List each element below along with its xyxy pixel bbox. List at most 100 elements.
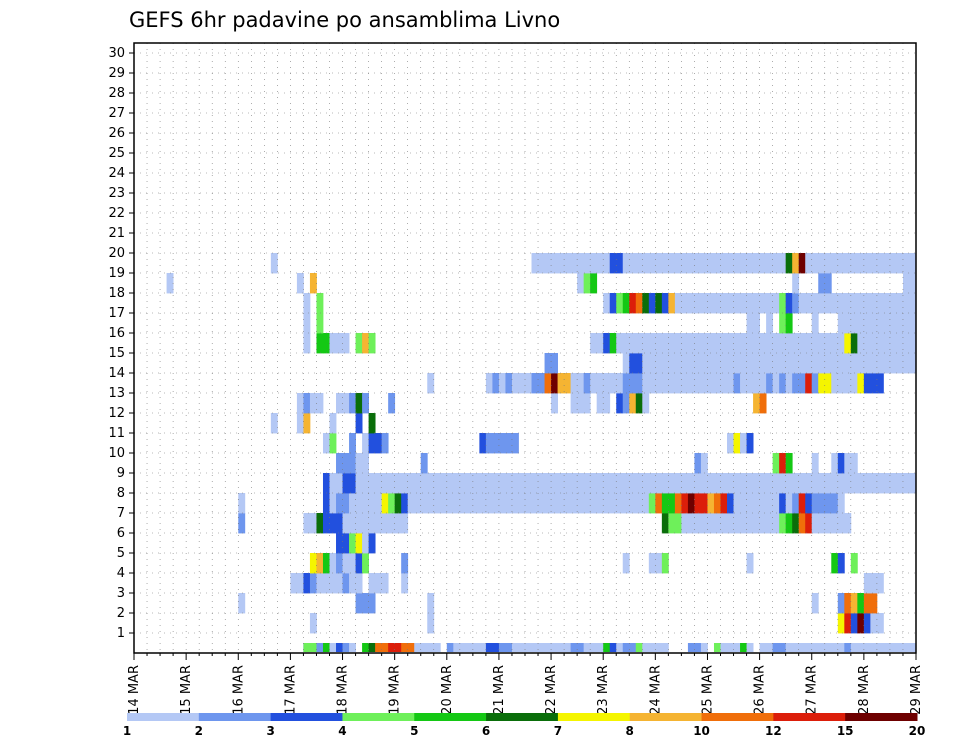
heatmap-cells	[166, 253, 917, 652]
heatmap-cell-m15-c110	[850, 333, 858, 354]
heatmap-cell-m11-c25	[296, 413, 304, 434]
heatmap-cell-m19-c70	[590, 253, 598, 274]
heatmap-cell-m2-c36	[368, 593, 376, 614]
heatmap-cell-m13-c64	[551, 373, 558, 394]
heatmap-cell-m17-c90	[720, 293, 728, 314]
heatmap-cell-m13-c56	[498, 373, 506, 394]
heatmap-cell-m8-c74	[616, 473, 624, 494]
heatmap-cell-m13-c75	[622, 373, 630, 394]
heatmap-cell-m13-c87	[700, 373, 708, 394]
heatmap-cell-m0-c76	[629, 643, 637, 652]
heatmap-cell-m13-c90	[720, 373, 728, 394]
heatmap-cell-m8-c70	[590, 473, 598, 494]
heatmap-cell-m8-c102	[798, 473, 806, 494]
heatmap-cell-m7-c36	[368, 493, 376, 514]
heatmap-cell-m10-c53	[479, 433, 487, 454]
heatmap-cell-m0-c85	[687, 643, 695, 652]
heatmap-cell-m17-c75	[622, 293, 630, 314]
colorbar-swatch	[486, 713, 559, 721]
heatmap-cell-m14-c116	[889, 353, 897, 374]
y-tick-label: 6	[117, 526, 125, 541]
heatmap-cell-m7-c79	[648, 493, 656, 514]
heatmap-cell-m0-c53	[479, 643, 487, 652]
heatmap-cell-m5-c35	[362, 533, 369, 554]
heatmap-cell-m13-c96	[759, 373, 767, 394]
heatmap-cell-m15-c106	[824, 333, 832, 354]
x-tick-label: 25 MAR	[700, 665, 715, 715]
heatmap-cell-m6-c91	[727, 513, 734, 534]
heatmap-cell-m0-c64	[551, 643, 558, 652]
heatmap-cell-m15-c119	[909, 333, 917, 354]
heatmap-cell-m9-c99	[779, 453, 787, 474]
heatmap-cell-m4-c27	[309, 553, 317, 574]
y-tick-label: 10	[108, 446, 125, 461]
heatmap-cell-m4-c35	[362, 553, 369, 574]
heatmap-cell-m8-c116	[889, 473, 897, 494]
heatmap-cell-m0-c112	[863, 643, 871, 652]
heatmap-cell-m19-c108	[837, 253, 845, 274]
heatmap-cell-m12-c77	[635, 393, 643, 414]
heatmap-cell-m17-c101	[792, 293, 800, 314]
heatmap-cell-m10-c33	[349, 433, 356, 454]
heatmap-cell-m0-c27	[309, 643, 317, 652]
heatmap-cell-m3-c33	[349, 573, 356, 594]
heatmap-cell-m13-c54	[485, 373, 493, 394]
heatmap-cell-m19-c118	[902, 253, 910, 274]
heatmap-cell-m0-c117	[896, 643, 904, 652]
heatmap-cell-m13-c110	[850, 373, 858, 394]
heatmap-cell-m0-c60	[525, 643, 532, 652]
heatmap-cell-m16-c100	[785, 313, 793, 334]
heatmap-cell-m15-c103	[805, 333, 813, 354]
heatmap-cell-m16-c115	[883, 313, 891, 334]
heatmap-cell-m6-c100	[785, 513, 793, 534]
heatmap-cell-m7-c94	[746, 493, 754, 514]
heatmap-cell-m17-c84	[681, 293, 689, 314]
heatmap-cell-m0-c78	[642, 643, 650, 652]
heatmap-cell-m7-c99	[779, 493, 787, 514]
heatmap-cell-m8-c79	[648, 473, 656, 494]
heatmap-cell-m10-c55	[492, 433, 500, 454]
heatmap-cell-m15-c30	[329, 333, 337, 354]
y-tick-label: 20	[108, 246, 125, 261]
heatmap-cell-m7-c30	[329, 493, 337, 514]
heatmap-cell-m3-c25	[296, 573, 304, 594]
heatmap-cell-m8-c66	[564, 473, 572, 494]
heatmap-cell-m19-c75	[622, 253, 630, 274]
heatmap-cell-m6-c95	[753, 513, 760, 534]
heatmap-cell-m9-c109	[844, 453, 852, 474]
heatmap-cell-m8-c33	[349, 473, 356, 494]
heatmap-cell-m6-c38	[381, 513, 389, 534]
heatmap-cell-m8-c42	[407, 473, 415, 494]
heatmap-cell-m0-c50	[459, 643, 467, 652]
heatmap-cell-m12-c71	[596, 393, 604, 414]
heatmap-cell-m13-c98	[772, 373, 780, 394]
heatmap-cell-m14-c101	[792, 353, 800, 374]
heatmap-cell-m0-c75	[622, 643, 630, 652]
heatmap-cell-m7-c89	[713, 493, 721, 514]
heatmap-cell-m13-c105	[818, 373, 826, 394]
heatmap-cell-m14-c112	[863, 353, 871, 374]
heatmap-cell-m17-c110	[850, 293, 858, 314]
heatmap-cell-m7-c84	[681, 493, 689, 514]
heatmap-cell-m13-c73	[609, 373, 617, 394]
heatmap-cell-m8-c36	[368, 473, 376, 494]
heatmap-cell-m13-c100	[785, 373, 793, 394]
heatmap-cell-m14-c114	[876, 353, 884, 374]
heatmap-cell-m8-c82	[668, 473, 676, 494]
heatmap-cell-m10-c57	[505, 433, 513, 454]
heatmap-cell-m7-c63	[544, 493, 552, 514]
heatmap-cell-m15-c36	[368, 333, 376, 354]
heatmap-cell-m16-c109	[844, 313, 852, 334]
colorbar-label: 1	[123, 724, 131, 738]
heatmap-cell-m18-c105	[818, 273, 826, 294]
heatmap-cell-m8-c93	[740, 473, 747, 494]
heatmap-cell-m12-c74	[616, 393, 624, 414]
heatmap-cell-m15-c101	[792, 333, 800, 354]
heatmap-cell-m19-c86	[694, 253, 702, 274]
heatmap-cell-m19-c97	[766, 253, 774, 274]
heatmap-cell-m8-c117	[896, 473, 904, 494]
heatmap-cell-m17-c96	[759, 293, 767, 314]
heatmap-cell-m7-c54	[485, 493, 493, 514]
heatmap-cell-m8-c29	[322, 473, 330, 494]
heatmap-cell-m13-c66	[564, 373, 572, 394]
